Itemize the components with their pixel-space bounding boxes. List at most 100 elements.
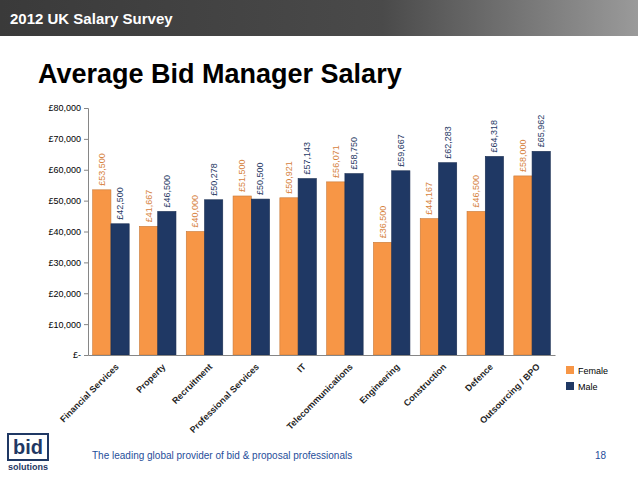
y-tick-mark bbox=[84, 108, 88, 109]
y-tick-label: £50,000 bbox=[48, 196, 81, 206]
x-tick-label: Defence bbox=[463, 362, 495, 394]
bar bbox=[233, 196, 251, 355]
data-label: £53,500 bbox=[97, 153, 107, 186]
bars bbox=[93, 151, 551, 355]
data-label: £57,143 bbox=[302, 142, 312, 175]
data-label: £62,283 bbox=[443, 126, 453, 159]
footer-text: The leading global provider of bid & pro… bbox=[92, 450, 352, 461]
data-label: £40,000 bbox=[190, 195, 200, 228]
legend-label: Female bbox=[578, 366, 608, 376]
bar bbox=[280, 198, 298, 355]
x-tick: Engineering bbox=[358, 355, 402, 406]
y-tick-label: £70,000 bbox=[48, 134, 81, 144]
data-label: £51,500 bbox=[237, 159, 247, 192]
bar bbox=[392, 171, 410, 355]
data-label: £65,962 bbox=[536, 115, 546, 148]
slide: 2012 UK Salary Survey Average Bid Manager… bbox=[0, 0, 638, 479]
y-tick-label: £30,000 bbox=[48, 258, 81, 268]
header-band bbox=[0, 0, 638, 36]
y-tick-mark bbox=[84, 355, 88, 356]
y-tick-label: £60,000 bbox=[48, 165, 81, 175]
y-tick: £60,000 bbox=[48, 165, 88, 175]
data-label: £58,000 bbox=[518, 139, 528, 172]
y-axis-line bbox=[84, 109, 89, 356]
data-labels: £53,500£41,667£40,000£51,500£50,921£56,0… bbox=[97, 115, 546, 239]
bar bbox=[139, 226, 157, 355]
bar bbox=[111, 224, 129, 355]
x-tick: Professional Services bbox=[188, 355, 261, 435]
legend-item: Female bbox=[566, 366, 608, 376]
page-number: 18 bbox=[595, 450, 607, 461]
x-tick-label: Professional Services bbox=[188, 362, 261, 435]
data-label: £56,071 bbox=[331, 145, 341, 178]
bar bbox=[93, 190, 111, 355]
x-tick: Property bbox=[134, 355, 167, 395]
x-tick-label: Property bbox=[134, 362, 167, 395]
bar bbox=[438, 163, 456, 355]
y-axis: £- £10,000 £20,000 £30,000 £40,000 £50,000 £60… bbox=[48, 103, 88, 360]
bar bbox=[345, 174, 363, 355]
bar bbox=[205, 200, 223, 355]
x-tick-label: Construction bbox=[402, 362, 449, 409]
y-tick: £30,000 bbox=[48, 258, 88, 268]
data-label: £36,500 bbox=[378, 206, 388, 239]
y-tick-mark bbox=[84, 201, 88, 202]
x-tick: Defence bbox=[463, 355, 495, 394]
y-tick-mark bbox=[84, 139, 88, 140]
y-tick-label: £- bbox=[73, 350, 81, 360]
x-tick-label: Recruitment bbox=[170, 362, 214, 406]
legend: Female Male bbox=[566, 366, 608, 392]
x-tick-label: Outsourcing / BPO bbox=[478, 362, 542, 426]
data-label: £46,500 bbox=[162, 175, 172, 208]
chart-title: Average Bid Manager Salary bbox=[38, 59, 402, 89]
y-tick-mark bbox=[84, 293, 88, 294]
y-tick: £50,000 bbox=[48, 196, 88, 206]
data-label: £50,500 bbox=[255, 163, 265, 196]
legend-swatch bbox=[566, 366, 574, 374]
x-tick: Construction bbox=[402, 355, 449, 408]
data-label: £46,500 bbox=[471, 175, 481, 208]
logo-subtext: solutions bbox=[8, 462, 48, 472]
bar bbox=[420, 219, 438, 355]
y-tick-label: £20,000 bbox=[48, 289, 81, 299]
x-axis: Financial Services PropertyRecruitmentPro… bbox=[58, 355, 555, 435]
y-tick: £- bbox=[73, 350, 88, 360]
data-label: £50,278 bbox=[209, 163, 219, 196]
y-tick: £10,000 bbox=[48, 320, 88, 330]
bar bbox=[158, 211, 176, 355]
bar bbox=[485, 156, 503, 355]
data-label: £42,500 bbox=[115, 187, 125, 220]
y-tick-label: £40,000 bbox=[48, 227, 81, 237]
bar bbox=[327, 182, 345, 355]
bar bbox=[467, 211, 485, 355]
y-tick-label: £10,000 bbox=[48, 320, 81, 330]
x-tick-label: Telecommunications bbox=[285, 362, 355, 432]
data-label: £58,750 bbox=[349, 137, 359, 170]
logo: bidsolutions bbox=[8, 434, 48, 472]
bar bbox=[514, 176, 532, 355]
y-tick-mark bbox=[84, 324, 88, 325]
data-label: £59,667 bbox=[396, 134, 406, 167]
bar bbox=[251, 199, 269, 355]
data-label: £41,667 bbox=[144, 190, 154, 223]
y-tick-label: £80,000 bbox=[48, 103, 81, 113]
header-text: 2012 UK Salary Survey bbox=[10, 10, 173, 27]
logo-box bbox=[8, 434, 48, 460]
y-tick-mark bbox=[84, 262, 88, 263]
x-tick: Financial Services bbox=[58, 355, 121, 424]
x-tick: Recruitment bbox=[170, 355, 214, 406]
bar bbox=[373, 242, 391, 355]
bar bbox=[298, 179, 316, 355]
legend-swatch bbox=[566, 382, 574, 390]
x-tick: Outsourcing / BPO bbox=[478, 355, 542, 426]
y-tick: £40,000 bbox=[48, 227, 88, 237]
x-tick: IT bbox=[295, 355, 308, 374]
bar bbox=[186, 232, 204, 356]
y-tick: £70,000 bbox=[48, 134, 88, 144]
x-tick-label: Financial Services bbox=[58, 362, 121, 425]
x-axis-line bbox=[89, 355, 556, 356]
x-tick-label: IT bbox=[295, 361, 308, 374]
legend-label: Male bbox=[578, 382, 598, 392]
x-tick-label: Engineering bbox=[358, 362, 402, 406]
legend-item: Male bbox=[566, 382, 598, 392]
